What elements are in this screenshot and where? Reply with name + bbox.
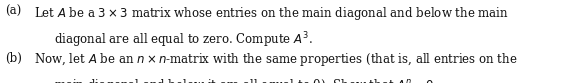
Text: (a): (a) — [5, 5, 21, 18]
Text: main diagonal and below it are all equal to 0). Show that $A^n = 0$.: main diagonal and below it are all equal… — [54, 77, 437, 83]
Text: (b): (b) — [5, 51, 22, 64]
Text: Let $A$ be a $3 \times 3$ matrix whose entries on the main diagonal and below th: Let $A$ be a $3 \times 3$ matrix whose e… — [34, 5, 509, 22]
Text: Now, let $A$ be an $n \times n$-matrix with the same properties (that is, all en: Now, let $A$ be an $n \times n$-matrix w… — [34, 51, 517, 68]
Text: diagonal are all equal to zero. Compute $A^3$.: diagonal are all equal to zero. Compute … — [54, 31, 312, 50]
